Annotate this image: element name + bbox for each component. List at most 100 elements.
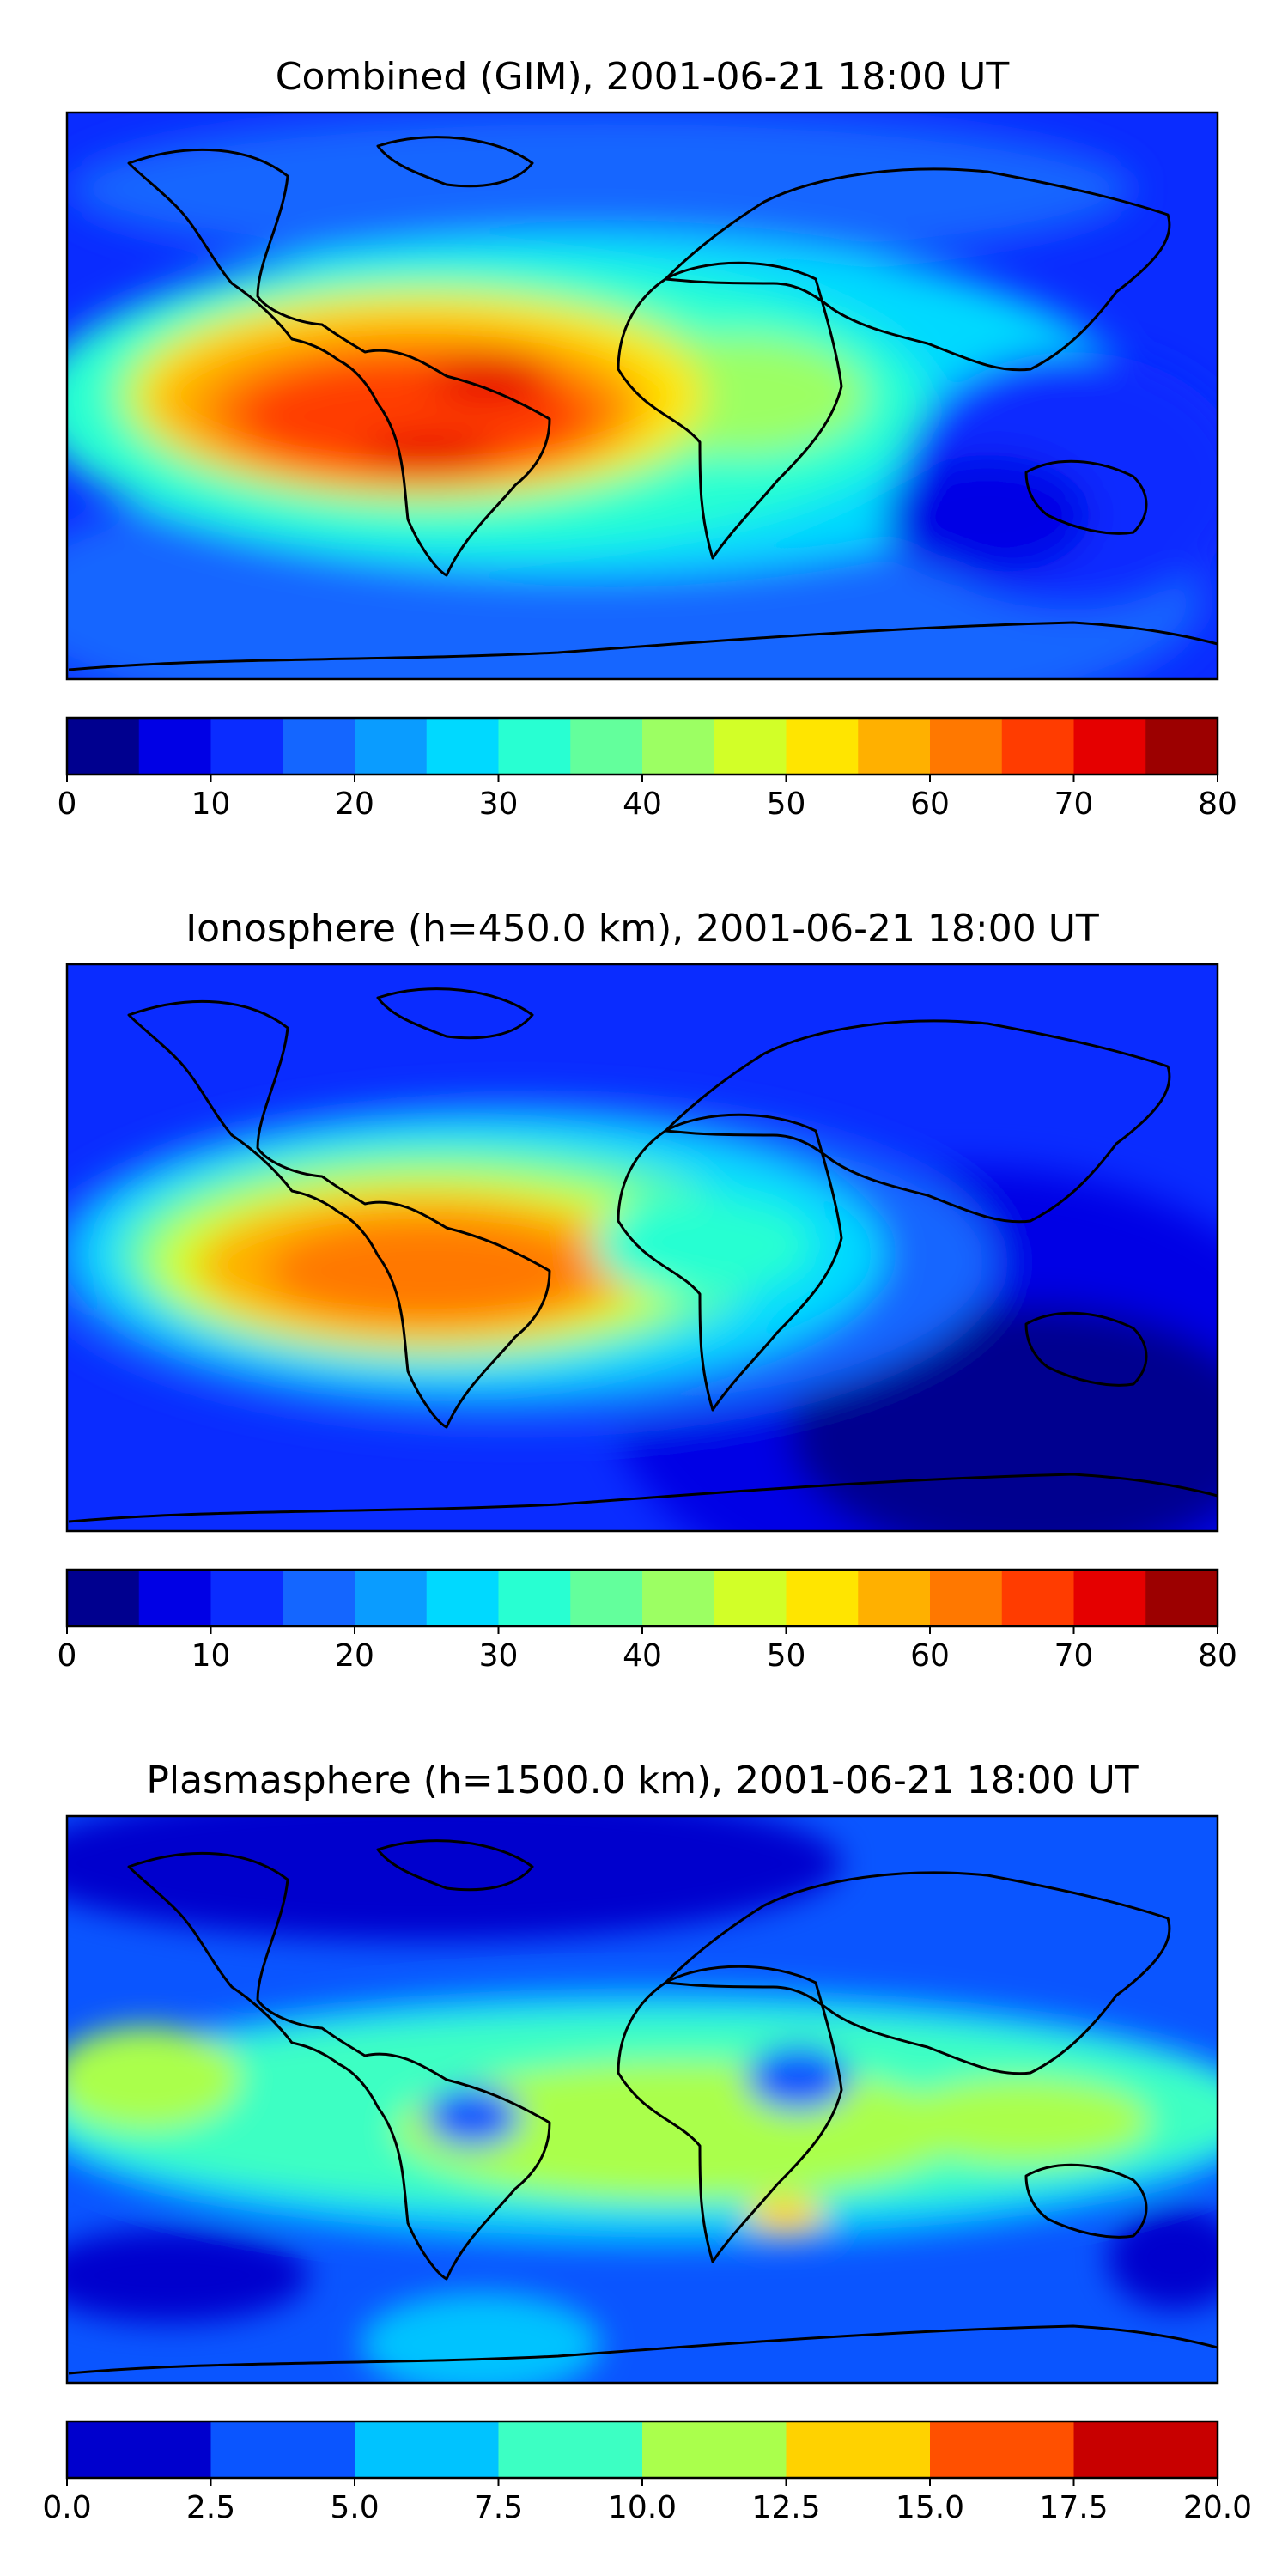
colorbar-tick-label: 60: [910, 787, 950, 822]
field-blob: [67, 1816, 841, 1941]
colorbar-segment: [1073, 1570, 1146, 1626]
colorbar-segment: [210, 2421, 355, 2478]
colorbar-segment: [426, 1570, 499, 1626]
panel-title: Plasmasphere (h=1500.0 km), 2001-06-21 1…: [146, 1759, 1138, 1802]
colorbar-segment: [138, 718, 211, 775]
colorbar-segment: [498, 2421, 643, 2478]
colorbar-segment: [714, 718, 787, 775]
colorbar-segment: [210, 1570, 283, 1626]
colorbar-tick-label: 50: [767, 787, 806, 822]
colorbar-segment: [67, 718, 140, 775]
colorbar-segment: [426, 718, 499, 775]
colorbar-tick-label: 12.5: [751, 2490, 820, 2525]
colorbar-segment: [858, 718, 931, 775]
colorbar-tick-label: 70: [1054, 787, 1094, 822]
map-frame: [65, 111, 1219, 681]
colorbar-segment: [642, 1570, 715, 1626]
field-blob: [1108, 2207, 1218, 2310]
colorbar-segment: [1073, 718, 1146, 775]
colorbar-segment: [355, 2421, 499, 2478]
colorbar-segment: [355, 1570, 428, 1626]
field-map: [67, 112, 1218, 679]
colorbar-tick-label: 7.5: [474, 2490, 523, 2525]
colorbar-tick-label: 30: [479, 787, 519, 822]
colorbar-tick-label: 0.0: [42, 2490, 91, 2525]
coastlines: [68, 136, 1218, 671]
field-blob: [747, 2196, 824, 2234]
colorbar-segment: [642, 2421, 787, 2478]
field-blob: [67, 2228, 309, 2323]
colorbar-segment: [786, 718, 859, 775]
field-blob: [893, 2078, 1151, 2164]
colorbar-tick-label: 20.0: [1183, 2490, 1252, 2525]
field-blob: [429, 354, 550, 402]
field-blob: [67, 2026, 240, 2129]
map-frame: [65, 1814, 1219, 2385]
panel-title: Combined (GIM), 2001-06-21 18:00 UT: [276, 55, 1010, 99]
colorbar: 0 10 20 30 40 50 60 70 80: [58, 1568, 1237, 1674]
colorbar-tick-label: 0: [58, 787, 77, 822]
colorbar-segment: [1145, 718, 1218, 775]
colorbar-tick-label: 0: [58, 1638, 77, 1674]
colorbar-segment: [283, 718, 355, 775]
colorbar-segment: [1073, 2421, 1218, 2478]
colorbar-segment: [930, 718, 1003, 775]
panel-ionosphere: Ionosphere (h=450.0 km), 2001-06-21 18:0…: [58, 907, 1237, 1674]
colorbar-segment: [642, 718, 715, 775]
colorbar: 0.0 2.5 5.0 7.5 10.0 12.5 15.0 17.5 20.0: [42, 2420, 1252, 2525]
colorbar-tick-label: 60: [910, 1638, 950, 1674]
colorbar-segment: [570, 718, 643, 775]
colorbar-tick-label: 70: [1054, 1638, 1094, 1674]
field-blob: [592, 1194, 816, 1297]
colorbar-tick-label: 40: [623, 1638, 662, 1674]
map-frame: [65, 963, 1219, 1533]
coastlines: [68, 987, 1218, 1523]
colorbar-segment: [570, 1570, 643, 1626]
colorbar-segment: [714, 1570, 787, 1626]
colorbar-segment: [498, 718, 571, 775]
colorbar-tick-label: 5.0: [330, 2490, 379, 2525]
coastlines: [68, 1839, 1218, 2375]
colorbar-segment: [498, 1570, 571, 1626]
colorbar-segment: [67, 1570, 140, 1626]
panel-plasmasphere: Plasmasphere (h=1500.0 km), 2001-06-21 1…: [42, 1759, 1252, 2525]
colorbar-tick-label: 15.0: [896, 2490, 964, 2525]
colorbar-segment: [786, 2421, 931, 2478]
colorbar-segment: [1001, 718, 1074, 775]
field-blob: [361, 434, 498, 476]
colorbar-tick-label: 2.5: [186, 2490, 235, 2525]
panel-combined: Combined (GIM), 2001-06-21 18:00 UT: [58, 55, 1237, 822]
field-blob: [425, 2087, 519, 2147]
field-blob: [266, 1219, 592, 1322]
field-blob: [790, 1305, 1218, 1531]
colorbar-segment: [1001, 1570, 1074, 1626]
colorbar-tick-label: 80: [1198, 787, 1237, 822]
colorbar-tick-label: 50: [767, 1638, 806, 1674]
field-blob: [361, 2293, 601, 2383]
colorbar-tick-label: 17.5: [1039, 2490, 1108, 2525]
colorbar-segment: [786, 1570, 859, 1626]
colorbar-segment: [355, 718, 428, 775]
field-blob: [884, 455, 1091, 575]
colorbar-tick-label: 30: [479, 1638, 519, 1674]
field-map: [67, 1816, 1218, 2383]
colorbar-segment: [210, 718, 283, 775]
colorbar-tick-label: 40: [623, 787, 662, 822]
colorbar-segment: [930, 2421, 1074, 2478]
colorbar-segment: [67, 2421, 211, 2478]
colorbar-tick-label: 10.0: [608, 2490, 677, 2525]
field-blob: [747, 2045, 850, 2111]
colorbar-tick-label: 20: [335, 1638, 374, 1674]
colorbar-segment: [283, 1570, 355, 1626]
field-map: [67, 964, 1218, 1531]
colorbar-tick-label: 80: [1198, 1638, 1237, 1674]
panel-title: Ionosphere (h=450.0 km), 2001-06-21 18:0…: [185, 907, 1099, 951]
colorbar-tick-label: 10: [191, 1638, 231, 1674]
colorbar-segment: [858, 1570, 931, 1626]
colorbar: 0 10 20 30 40 50 60 70 80: [58, 716, 1237, 822]
colorbar-segment: [138, 1570, 211, 1626]
colorbar-segment: [930, 1570, 1003, 1626]
colorbar-segment: [1145, 1570, 1218, 1626]
field-blob: [69, 112, 1133, 266]
colorbar-tick-label: 20: [335, 787, 374, 822]
